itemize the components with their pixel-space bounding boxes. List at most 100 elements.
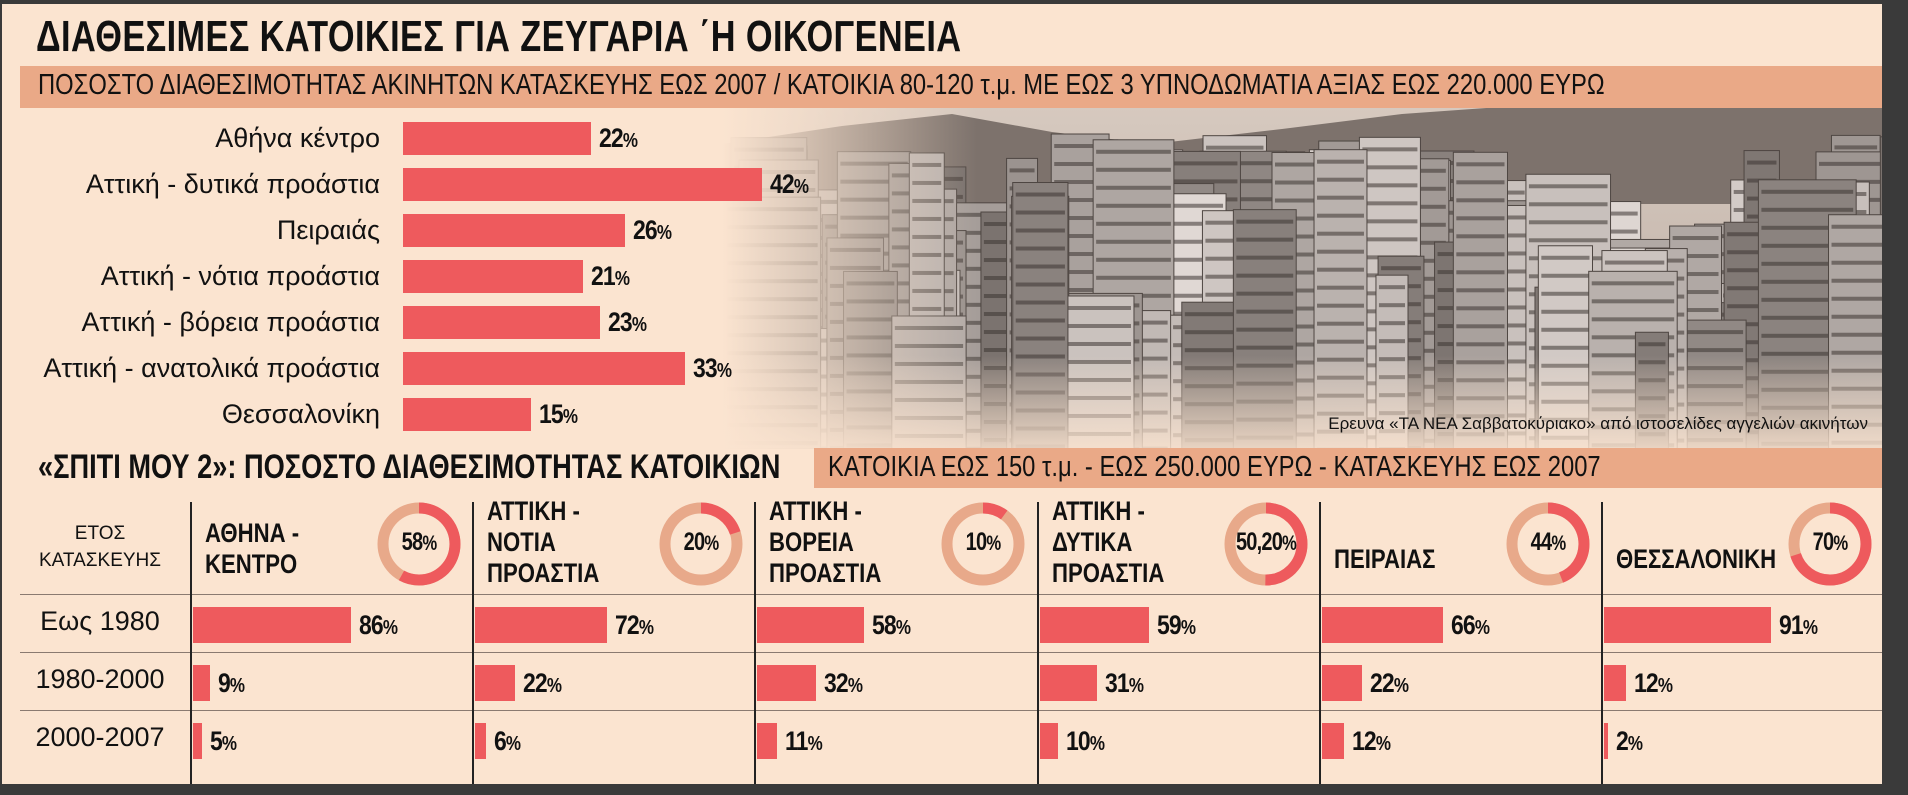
bar (403, 398, 532, 431)
bar (403, 260, 583, 293)
bar-value-label: 59% (1156, 610, 1196, 640)
donut-center (1518, 514, 1578, 574)
year-row-label: 1980-2000 (35, 664, 165, 694)
bar (193, 665, 210, 701)
availability-donut (377, 502, 461, 586)
donut-arc (377, 502, 461, 586)
donut-arc (941, 502, 1025, 586)
bar (403, 122, 592, 155)
construction-year-table: ΕΤΟΣ ΚΑΤΑΣΚΕΥΗΣ Εως 1980 1980-2000 2000-20… (2, 494, 1882, 784)
category-label: Θεσσαλονίκη (221, 399, 380, 429)
bar-value-label: 31% (1105, 668, 1144, 698)
region-header-line: ΚΕΝΤΡΟ (205, 549, 298, 579)
bar-value-label: 5% (210, 726, 237, 756)
row-divider (20, 652, 1882, 653)
availability-donut (941, 502, 1025, 586)
category-label: Αττική - ανατολικά προάστια (43, 353, 380, 383)
bar (1604, 665, 1627, 701)
bar-value-label: 21% (590, 261, 630, 291)
donut-value-label: 70% (1812, 528, 1848, 556)
region-header: ΠΕΙΡΑΙΑΣ (1334, 544, 1435, 575)
bar (757, 607, 864, 643)
region-header: ΑΤΤΙΚΗ - ΒΟΡΕΙΑ ΠΡΟΑΣΤΙΑ (769, 496, 881, 589)
section2-subtitle: ΚΑΤΟΙΚΙΑ ΕΩΣ 150 τ.μ. - ΕΩΣ 250.000 ΕΥΡΩ… (828, 451, 1601, 483)
region-header-line: ΒΟΡΕΙΑ (769, 527, 854, 557)
bar-value-label: 22% (523, 668, 562, 698)
bar (475, 665, 516, 701)
region-header-line: ΑΤΤΙΚΗ - (487, 496, 580, 526)
bar (403, 352, 686, 385)
category-label: Πειραιάς (276, 215, 380, 245)
donut-arc (1224, 502, 1308, 586)
bar (193, 723, 203, 759)
region-header-line: ΑΤΤΙΚΗ - (1052, 496, 1145, 526)
region-header: ΑΤΤΙΚΗ - ΔΥΤΙΚΑ ΠΡΟΑΣΤΙΑ (1052, 496, 1164, 589)
year-header-line1: ΕΤΟΣ (74, 523, 126, 544)
bar-value-label: 15% (539, 399, 578, 429)
availability-bar-chart: Αθήνα κέντρο Αττική - δυτικά προάστια Πειρ… (2, 114, 809, 444)
bar (1604, 723, 1608, 759)
bar (475, 723, 487, 759)
bar-value-label: 42% (770, 169, 809, 199)
bar-value-label: 22% (1370, 668, 1409, 698)
donut-center (1800, 514, 1860, 574)
region-header: ΘΕΣΣΑΛΟΝΙΚΗ (1616, 544, 1776, 575)
bar-value-label: 11% (785, 726, 823, 756)
column-divider (1037, 502, 1039, 784)
bar (1322, 607, 1444, 643)
region-header: ΑΘΗΝΑ - ΚΕΝΤΡΟ (205, 518, 299, 580)
bar-value-label: 32% (823, 668, 863, 698)
bar-value-label: 26% (633, 215, 672, 245)
region-header-line: ΔΥΤΙΚΑ (1052, 527, 1133, 557)
category-label: Αττική - δυτικά προάστια (85, 169, 380, 199)
donut-center (671, 514, 731, 574)
bar (403, 214, 626, 247)
column-divider (754, 502, 756, 784)
bar (1040, 665, 1098, 701)
donut-center (389, 514, 449, 574)
donut-value-label: 50,20% (1235, 528, 1297, 556)
donut-value-label: 58% (401, 528, 437, 556)
bar-value-label: 23% (607, 307, 647, 337)
subtitle-band: ΠΟΣΟΣΤΟ ΔΙΑΘΕΣΙΜΟΤΗΤΑΣ ΑΚΙΝΗΤΩΝ ΚΑΤΑΣΚΕΥ… (20, 66, 1882, 108)
region-header-line: ΠΡΟΑΣΤΙΑ (487, 558, 600, 588)
bar-value-label: 86% (359, 610, 398, 640)
bar-value-label: 10% (1066, 726, 1105, 756)
availability-donut (1506, 502, 1590, 586)
bar (1040, 607, 1149, 643)
category-label: Αθήνα κέντρο (215, 123, 380, 153)
bar (1604, 607, 1772, 643)
category-labels: Αθήνα κέντρο Αττική - δυτικά προάστια Πειρ… (2, 114, 380, 444)
bar (757, 723, 778, 759)
bar-value-label: 12% (1634, 668, 1673, 698)
availability-donut (1224, 502, 1308, 586)
region-header-line: ΠΕΙΡΑΙΑΣ (1334, 544, 1436, 574)
bar-value-label: 22% (599, 123, 638, 153)
bar-value-label: 2% (1615, 726, 1643, 756)
region-header-line: ΑΤΤΙΚΗ - (769, 496, 862, 526)
year-header-line2: ΚΑΤΑΣΚΕΥΗΣ (38, 550, 162, 571)
column-divider (190, 502, 192, 784)
source-note: Ερευνα «ΤΑ ΝΕΑ Σαββατοκύριακο» από ιστοσ… (1328, 414, 1868, 433)
bar (757, 665, 816, 701)
bar-value-label: 72% (615, 610, 654, 640)
region-header-line: ΘΕΣΣΑΛΟΝΙΚΗ (1616, 544, 1777, 574)
bar (1040, 723, 1059, 759)
column-divider (1601, 502, 1603, 784)
row-divider (20, 594, 1882, 595)
year-row-label: Εως 1980 (40, 606, 160, 636)
availability-donut (659, 502, 743, 586)
bar-value-label: 58% (871, 610, 911, 640)
subtitle: ΠΟΣΟΣΤΟ ΔΙΑΘΕΣΙΜΟΤΗΤΑΣ ΑΚΙΝΗΤΩΝ ΚΑΤΑΣΚΕΥ… (38, 69, 1605, 101)
year-row-label: 2000-2007 (35, 722, 165, 752)
row-divider (20, 710, 1882, 711)
bar (475, 607, 608, 643)
bar (1322, 723, 1345, 759)
category-label: Αττική - νότια προάστια (100, 261, 380, 291)
bar (403, 168, 763, 201)
bar-value-label: 91% (1779, 610, 1818, 640)
section2-band: ΚΑΤΟΙΚΙΑ ΕΩΣ 150 τ.μ. - ΕΩΣ 250.000 ΕΥΡΩ… (814, 448, 1882, 488)
bar-value-label: 9% (217, 668, 245, 698)
bar-value-label: 33% (693, 353, 732, 383)
bar (403, 306, 600, 339)
